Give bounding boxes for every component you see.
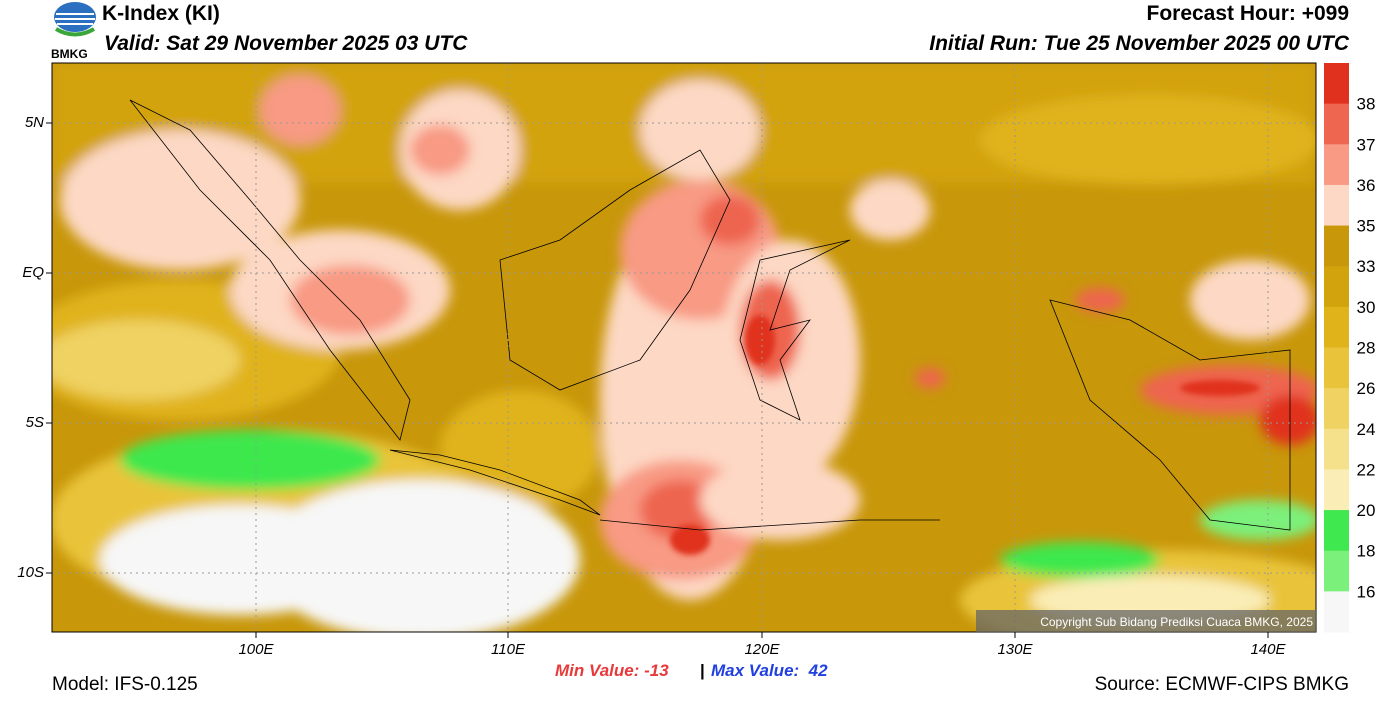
title: K-Index (KI) bbox=[102, 2, 220, 25]
copyright-box bbox=[976, 610, 1316, 632]
colorbar-segment bbox=[1324, 184, 1349, 227]
colorbar-label: 37 bbox=[1357, 135, 1376, 154]
colorbar-segment bbox=[1324, 144, 1349, 186]
colorbar-label: 38 bbox=[1357, 95, 1376, 114]
colorbar-segment bbox=[1324, 388, 1349, 430]
colorbar-label: 26 bbox=[1357, 379, 1376, 398]
source: Source: ECMWF-CIPS BMKG bbox=[1094, 674, 1349, 695]
map-frame bbox=[51, 62, 1317, 633]
separator: | bbox=[700, 661, 705, 680]
gridlines bbox=[46, 63, 1316, 638]
colorbar-segment bbox=[1324, 591, 1349, 633]
colorbar-segment bbox=[1324, 428, 1349, 470]
colorbar-segment bbox=[1324, 63, 1349, 105]
colorbar-segment bbox=[1324, 103, 1349, 145]
colorbar-segment bbox=[1324, 225, 1349, 267]
lat-label: 5S bbox=[25, 414, 44, 431]
forecast-hour: Forecast Hour: +099 bbox=[1146, 2, 1350, 25]
lon-label: 130E bbox=[997, 641, 1033, 658]
colorbar-label: 18 bbox=[1357, 542, 1376, 561]
map bbox=[52, 63, 1316, 632]
colorbar-segment bbox=[1324, 510, 1349, 552]
copyright: Copyright Sub Bidang Prediksi Cuaca BMKG… bbox=[1040, 615, 1313, 629]
colorbar-segment bbox=[1324, 306, 1349, 348]
logo bbox=[54, 2, 96, 37]
lon-label: 100E bbox=[238, 641, 274, 658]
colorbar-label: 24 bbox=[1357, 420, 1376, 439]
colorbar-label: 20 bbox=[1357, 501, 1376, 520]
lon-label: 120E bbox=[744, 641, 780, 658]
lon-label: 110E bbox=[491, 641, 525, 658]
colorbar-segment bbox=[1324, 266, 1349, 308]
colorbar-label: 36 bbox=[1357, 176, 1376, 195]
min-value: Min Value: -13 bbox=[555, 661, 669, 680]
valid-time: Valid: Sat 29 November 2025 03 UTC bbox=[104, 32, 468, 55]
max-value: Max Value: 42 bbox=[711, 661, 828, 680]
colorbar-segment bbox=[1324, 469, 1349, 511]
initial-run: Initial Run: Tue 25 November 2025 00 UTC bbox=[929, 32, 1349, 55]
colorbar-label: 33 bbox=[1357, 257, 1376, 276]
model: Model: IFS-0.125 bbox=[52, 674, 198, 695]
colorbar-segment bbox=[1324, 550, 1349, 592]
colorbar-segment bbox=[1324, 347, 1349, 389]
lat-label: 5N bbox=[24, 114, 44, 131]
colorbar: 38 37 36 35 33 30 28 26 24 22 20 18 16 bbox=[1324, 63, 1375, 633]
lon-label: 140E bbox=[1250, 641, 1286, 658]
logo-text: BMKG bbox=[51, 47, 88, 61]
colorbar-label: 28 bbox=[1357, 339, 1376, 358]
coastlines bbox=[129, 99, 1291, 531]
colorbar-label: 30 bbox=[1357, 298, 1376, 317]
colorbar-label: 22 bbox=[1357, 460, 1376, 479]
lat-label: EQ bbox=[22, 264, 44, 281]
lat-label: 10S bbox=[17, 564, 44, 581]
colorbar-label: 35 bbox=[1357, 217, 1376, 236]
colorbar-label: 16 bbox=[1357, 582, 1376, 601]
